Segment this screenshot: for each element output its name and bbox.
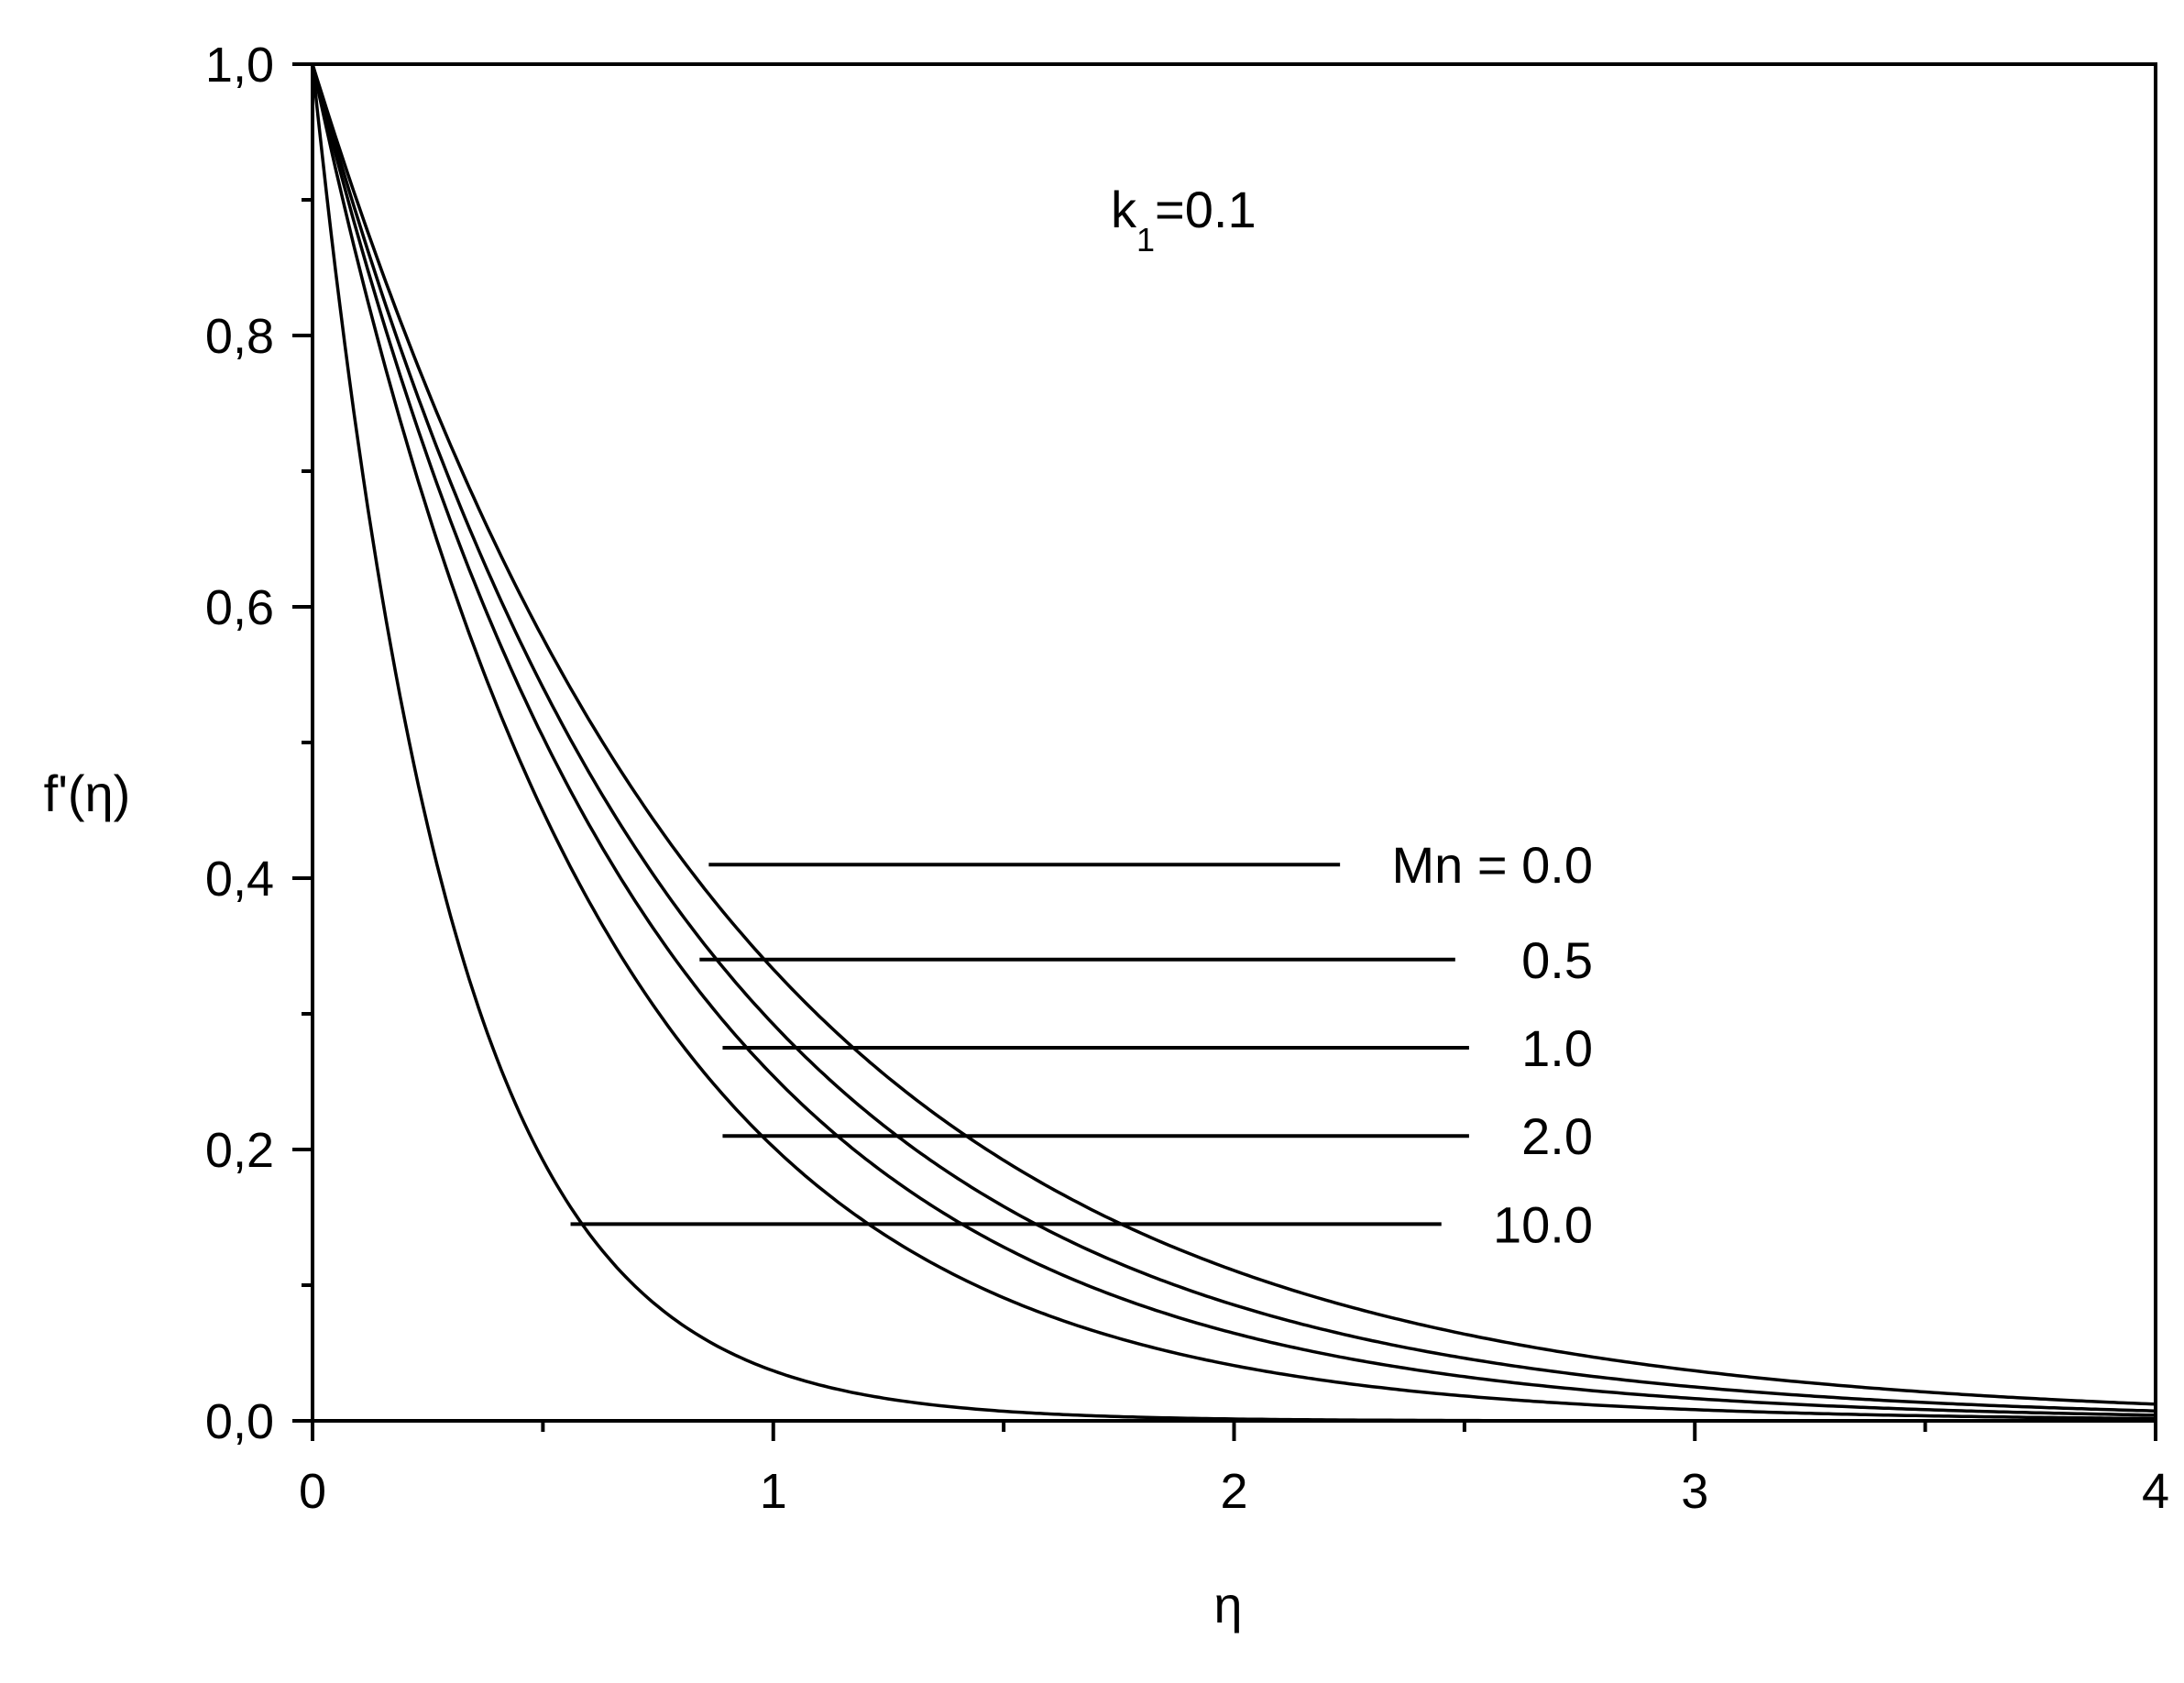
y-tick-label: 0,8 xyxy=(205,309,274,364)
plot-frame xyxy=(311,62,2157,1423)
y-axis-label: f'(η) xyxy=(44,764,131,822)
series-line xyxy=(311,63,2157,1406)
x-tick-label: 3 xyxy=(1681,1464,1708,1519)
x-minor-ticks xyxy=(311,1421,2157,1441)
param-subscript: 1 xyxy=(1136,221,1155,258)
y-minor-ticks xyxy=(292,62,313,1423)
y-tick-label: 0,0 xyxy=(205,1394,274,1449)
y-tick-label: 0,2 xyxy=(205,1123,274,1178)
y-tick-label: 1,0 xyxy=(205,38,274,93)
series-line xyxy=(311,63,2156,1423)
x-tick-label: 1 xyxy=(760,1464,787,1519)
x-tick-label: 4 xyxy=(2142,1464,2169,1519)
y-tick-label: 0,6 xyxy=(205,580,274,635)
x-tick-labels: 0 1 2 3 4 xyxy=(299,1464,2169,1519)
series-label: 10.0 xyxy=(1493,1195,1593,1253)
x-tick-label: 0 xyxy=(299,1464,326,1519)
x-axis-label: η xyxy=(1213,1576,1242,1634)
series-label: Mn = 0.0 xyxy=(1392,836,1593,894)
series-label: 2.0 xyxy=(1521,1107,1593,1165)
curves xyxy=(311,63,2157,1423)
series-line xyxy=(311,63,2157,1417)
y-tick-label: 0,4 xyxy=(205,852,274,907)
series-label: 0.5 xyxy=(1521,931,1593,989)
series-labels: Mn = 0.0 0.5 1.0 2.0 10.0 xyxy=(1392,836,1593,1253)
series-line xyxy=(311,63,2157,1413)
series-label: 1.0 xyxy=(1521,1019,1593,1077)
x-tick-label: 2 xyxy=(1220,1464,1247,1519)
y-tick-labels: 0,0 0,2 0,4 0,6 0,8 1,0 xyxy=(205,38,274,1449)
param-value: =0.1 xyxy=(1155,181,1257,238)
param-symbol: k xyxy=(1111,181,1137,238)
parameter-annotation: k1=0.1 xyxy=(1111,181,1257,258)
series-line xyxy=(311,63,2156,1421)
leader-lines xyxy=(570,863,1469,1226)
